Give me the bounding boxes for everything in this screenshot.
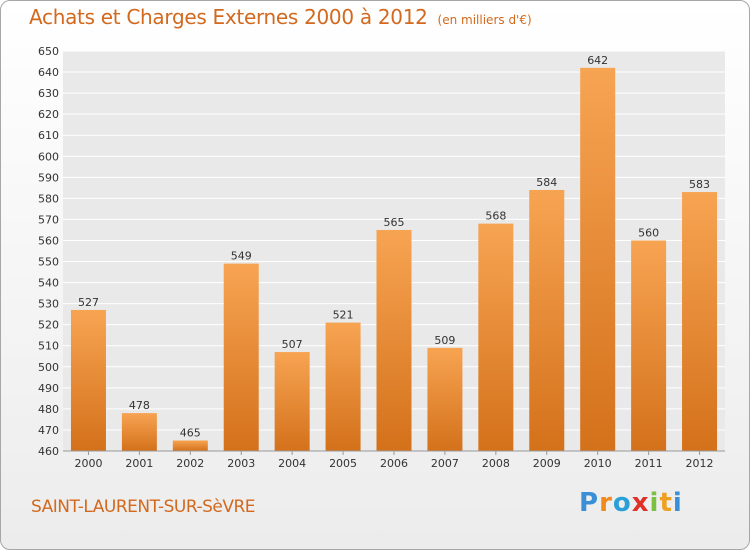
y-tick-label: 550 bbox=[38, 256, 59, 269]
data-label-2004: 507 bbox=[282, 338, 303, 351]
y-tick-label: 510 bbox=[38, 340, 59, 353]
y-tick-label: 460 bbox=[38, 445, 59, 458]
data-label-2003: 549 bbox=[231, 250, 252, 263]
data-label-2009: 584 bbox=[536, 176, 557, 189]
bars bbox=[70, 67, 718, 452]
data-label-2010: 642 bbox=[587, 54, 608, 67]
y-tick-label: 480 bbox=[38, 403, 59, 416]
y-tick-label: 560 bbox=[38, 234, 59, 247]
x-tick-label-2006: 2006 bbox=[380, 457, 408, 470]
y-tick-label: 620 bbox=[38, 108, 59, 121]
bar-2003 bbox=[223, 263, 259, 451]
x-tick-label-2007: 2007 bbox=[431, 457, 459, 470]
x-tick-label-2009: 2009 bbox=[533, 457, 561, 470]
bar-2009 bbox=[529, 189, 565, 451]
y-tick-label: 640 bbox=[38, 66, 59, 79]
bar-2010 bbox=[580, 67, 616, 451]
data-labels: 527 478 465 549 507 521 565 509 568 584 642 560 583 bbox=[78, 54, 710, 440]
x-tick-label-2010: 2010 bbox=[584, 457, 612, 470]
data-label-2001: 478 bbox=[129, 399, 150, 412]
data-label-2002: 465 bbox=[180, 426, 201, 439]
y-tick-label: 650 bbox=[38, 45, 59, 58]
data-label-2000: 527 bbox=[78, 296, 99, 309]
y-tick-label: 520 bbox=[38, 319, 59, 332]
logo-letter: r bbox=[599, 488, 613, 518]
x-tick-label-2004: 2004 bbox=[278, 457, 306, 470]
x-tick-label-2005: 2005 bbox=[329, 457, 357, 470]
chart-header: Achats et Charges Externes 2000 à 2012 (e… bbox=[29, 5, 532, 29]
logo-letter: x bbox=[631, 488, 650, 518]
logo-letter: i bbox=[672, 488, 683, 518]
y-tick-label: 540 bbox=[38, 277, 59, 290]
data-label-2005: 521 bbox=[333, 309, 354, 322]
data-label-2007: 509 bbox=[434, 334, 455, 347]
data-label-2008: 568 bbox=[485, 210, 506, 223]
place-name: SAINT-LAURENT-SUR-SèVRE bbox=[31, 497, 256, 517]
proxiti-logo: Proxiti bbox=[579, 488, 683, 518]
y-tick-label: 530 bbox=[38, 298, 59, 311]
x-tick-label-2002: 2002 bbox=[176, 457, 204, 470]
bar-2004 bbox=[274, 352, 310, 451]
bar-2011 bbox=[631, 240, 667, 451]
data-label-2012: 583 bbox=[689, 178, 710, 191]
x-tick-label-2011: 2011 bbox=[635, 457, 663, 470]
data-label-2011: 560 bbox=[638, 226, 659, 239]
bar-2008 bbox=[478, 223, 514, 451]
x-tick-label-2001: 2001 bbox=[125, 457, 153, 470]
y-tick-label: 630 bbox=[38, 87, 59, 100]
x-tick-label-2008: 2008 bbox=[482, 457, 510, 470]
bar-2001 bbox=[121, 413, 157, 451]
bar-2002 bbox=[172, 440, 208, 451]
x-axis-ticks: 2000 2001 2002 2003 2004 2005 2006 2007 2008 2009… bbox=[74, 451, 714, 470]
logo-letter: P bbox=[579, 488, 600, 518]
y-axis-ticks: 460 470 480 490 500 510 520 530 540 550 560 570 580 5… bbox=[38, 45, 59, 458]
y-tick-label: 470 bbox=[38, 424, 59, 437]
x-tick-label-2000: 2000 bbox=[74, 457, 102, 470]
bar-2007 bbox=[427, 347, 463, 451]
y-tick-label: 500 bbox=[38, 361, 59, 374]
bar-2005 bbox=[325, 322, 361, 451]
y-tick-label: 610 bbox=[38, 129, 59, 142]
logo-letter: o bbox=[612, 488, 632, 518]
y-tick-label: 580 bbox=[38, 192, 59, 205]
x-tick-label-2003: 2003 bbox=[227, 457, 255, 470]
y-tick-label: 590 bbox=[38, 171, 59, 184]
y-tick-label: 570 bbox=[38, 213, 59, 226]
y-tick-label: 600 bbox=[38, 150, 59, 163]
logo-letter: i bbox=[649, 488, 660, 518]
logo-letter: t bbox=[659, 488, 673, 518]
data-label-2006: 565 bbox=[384, 216, 405, 229]
bar-2000 bbox=[70, 309, 106, 451]
bar-2006 bbox=[376, 229, 412, 451]
x-tick-label-2012: 2012 bbox=[686, 457, 714, 470]
chart-subtitle: (en milliers d'€) bbox=[437, 13, 532, 27]
bar-2012 bbox=[682, 192, 718, 452]
y-tick-label: 490 bbox=[38, 382, 59, 395]
chart-title: Achats et Charges Externes 2000 à 2012 bbox=[29, 5, 428, 29]
